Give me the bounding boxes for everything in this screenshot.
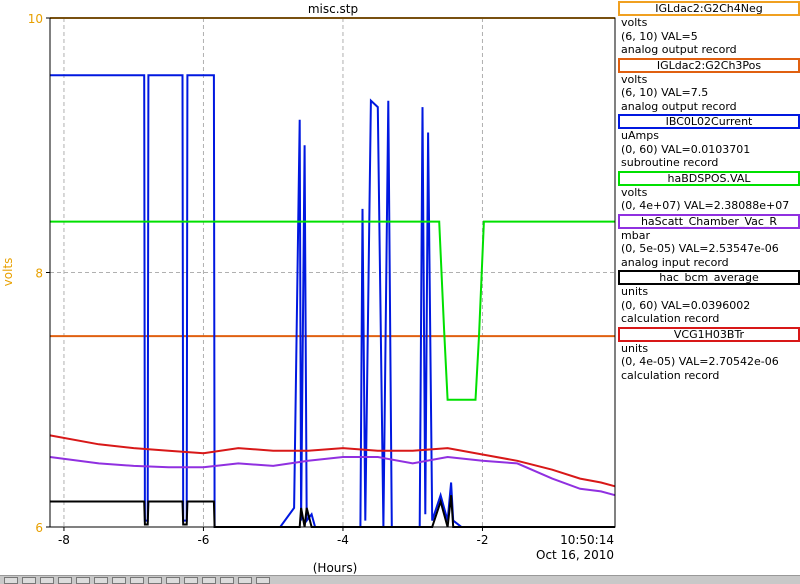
legend-entry-name[interactable]: haBDSPOS.VAL bbox=[618, 170, 800, 186]
legend-entry[interactable]: IGLdac2:G2Ch4Neg volts (6, 10) VAL=5 analog… bbox=[618, 1, 800, 57]
legend-entry-detail: units bbox=[621, 341, 649, 355]
y-tick-label: 6 bbox=[35, 521, 43, 535]
legend-entry-detail: uAmps bbox=[621, 129, 659, 142]
legend-entry-detail: volts bbox=[621, 16, 648, 29]
legend-entry[interactable]: haBDSPOS.VAL volts (0, 4e+07) VAL=2.38088e… bbox=[618, 170, 800, 213]
legend-entry[interactable]: VCG1H03BTr units (0, 4e-05) VAL=2.70542e-0… bbox=[618, 326, 800, 383]
legend-entry[interactable]: IGLdac2:G2Ch3Pos volts (6, 10) VAL=7.5 anal… bbox=[618, 57, 800, 114]
series-line bbox=[50, 495, 615, 528]
x-tick-label: -4 bbox=[337, 533, 349, 547]
plot-grid bbox=[50, 17, 615, 528]
legend-entry[interactable]: hac_bcm_average units (0, 60) VAL=0.039600… bbox=[618, 270, 800, 326]
y-tick-label: 8 bbox=[35, 267, 43, 281]
x-axis-label: (Hours) bbox=[313, 561, 358, 575]
series-line bbox=[49, 434, 616, 488]
y-axis-label: volts bbox=[1, 258, 15, 287]
legend-entry[interactable]: haScatt_Chamber_Vac_R mbar (0, 5e-05) VAL=… bbox=[618, 213, 800, 270]
legend-entry-detail: (0, 60) VAL=0.0396002 bbox=[621, 298, 751, 312]
y-axis-ticks: 6 8 10 bbox=[28, 12, 50, 535]
legend-entry-detail: calculation record bbox=[621, 368, 720, 382]
timestamp-time: 10:50:14 bbox=[560, 533, 614, 547]
x-tick-label: -6 bbox=[197, 533, 209, 547]
legend-entry-detail: volts bbox=[621, 185, 648, 199]
legend-entry-detail: (0, 4e-05) VAL=2.70542e-06 bbox=[621, 355, 779, 368]
legend-entry[interactable]: IBC0L02Current uAmps (0, 60) VAL=0.0103701… bbox=[618, 114, 800, 170]
legend-entry-detail: (6, 10) VAL=7.5 bbox=[621, 86, 709, 99]
legend-entry-detail: mbar bbox=[621, 228, 650, 242]
legend-entry-detail: (6, 10) VAL=5 bbox=[621, 29, 698, 43]
x-tick-label: -2 bbox=[476, 533, 488, 547]
series-line bbox=[50, 220, 615, 401]
x-axis-ticks: -8 -6 -4 -2 bbox=[58, 527, 488, 547]
legend-entry-detail: analog output record bbox=[621, 99, 737, 113]
legend-entry-detail: units bbox=[621, 285, 649, 298]
legend-entry-name[interactable]: haScatt_Chamber_Vac_R bbox=[618, 213, 800, 229]
legend-entry-detail: (0, 4e+07) VAL=2.38088e+07 bbox=[621, 199, 790, 212]
timestamp-date: Oct 16, 2010 bbox=[536, 548, 614, 562]
legend-entry-detail: calculation record bbox=[621, 312, 720, 325]
chart-title: misc.stp bbox=[308, 2, 358, 16]
legend-entry-detail: (0, 5e-05) VAL=2.53547e-06 bbox=[621, 242, 779, 255]
x-tick-label: -8 bbox=[58, 533, 70, 547]
legend: IGLdac2:G2Ch4Neg volts (6, 10) VAL=5 analog… bbox=[618, 0, 800, 382]
strip-chart: 6 8 10 -8 -6 -4 -2 misc.stp volts (Hours) 10:… bbox=[1, 2, 616, 575]
legend-entry-detail: analog input record bbox=[621, 255, 729, 269]
y-tick-label: 10 bbox=[28, 12, 43, 26]
legend-entry-detail: analog output record bbox=[621, 43, 737, 56]
series-line bbox=[49, 455, 616, 497]
legend-entry-name[interactable]: IGLdac2:G2Ch4Neg bbox=[618, 1, 800, 16]
legend-entry-name[interactable]: IGLdac2:G2Ch3Pos bbox=[618, 57, 800, 73]
legend-entry-detail: (0, 60) VAL=0.0103701 bbox=[621, 142, 751, 156]
series-line bbox=[50, 74, 615, 528]
legend-entry-detail: volts bbox=[621, 72, 648, 86]
legend-entry-name[interactable]: IBC0L02Current bbox=[618, 114, 800, 129]
legend-entry-name[interactable]: hac_bcm_average bbox=[618, 270, 800, 285]
legend-entry-name[interactable]: VCG1H03BTr bbox=[618, 326, 800, 342]
legend-entry-detail: subroutine record bbox=[621, 156, 719, 169]
